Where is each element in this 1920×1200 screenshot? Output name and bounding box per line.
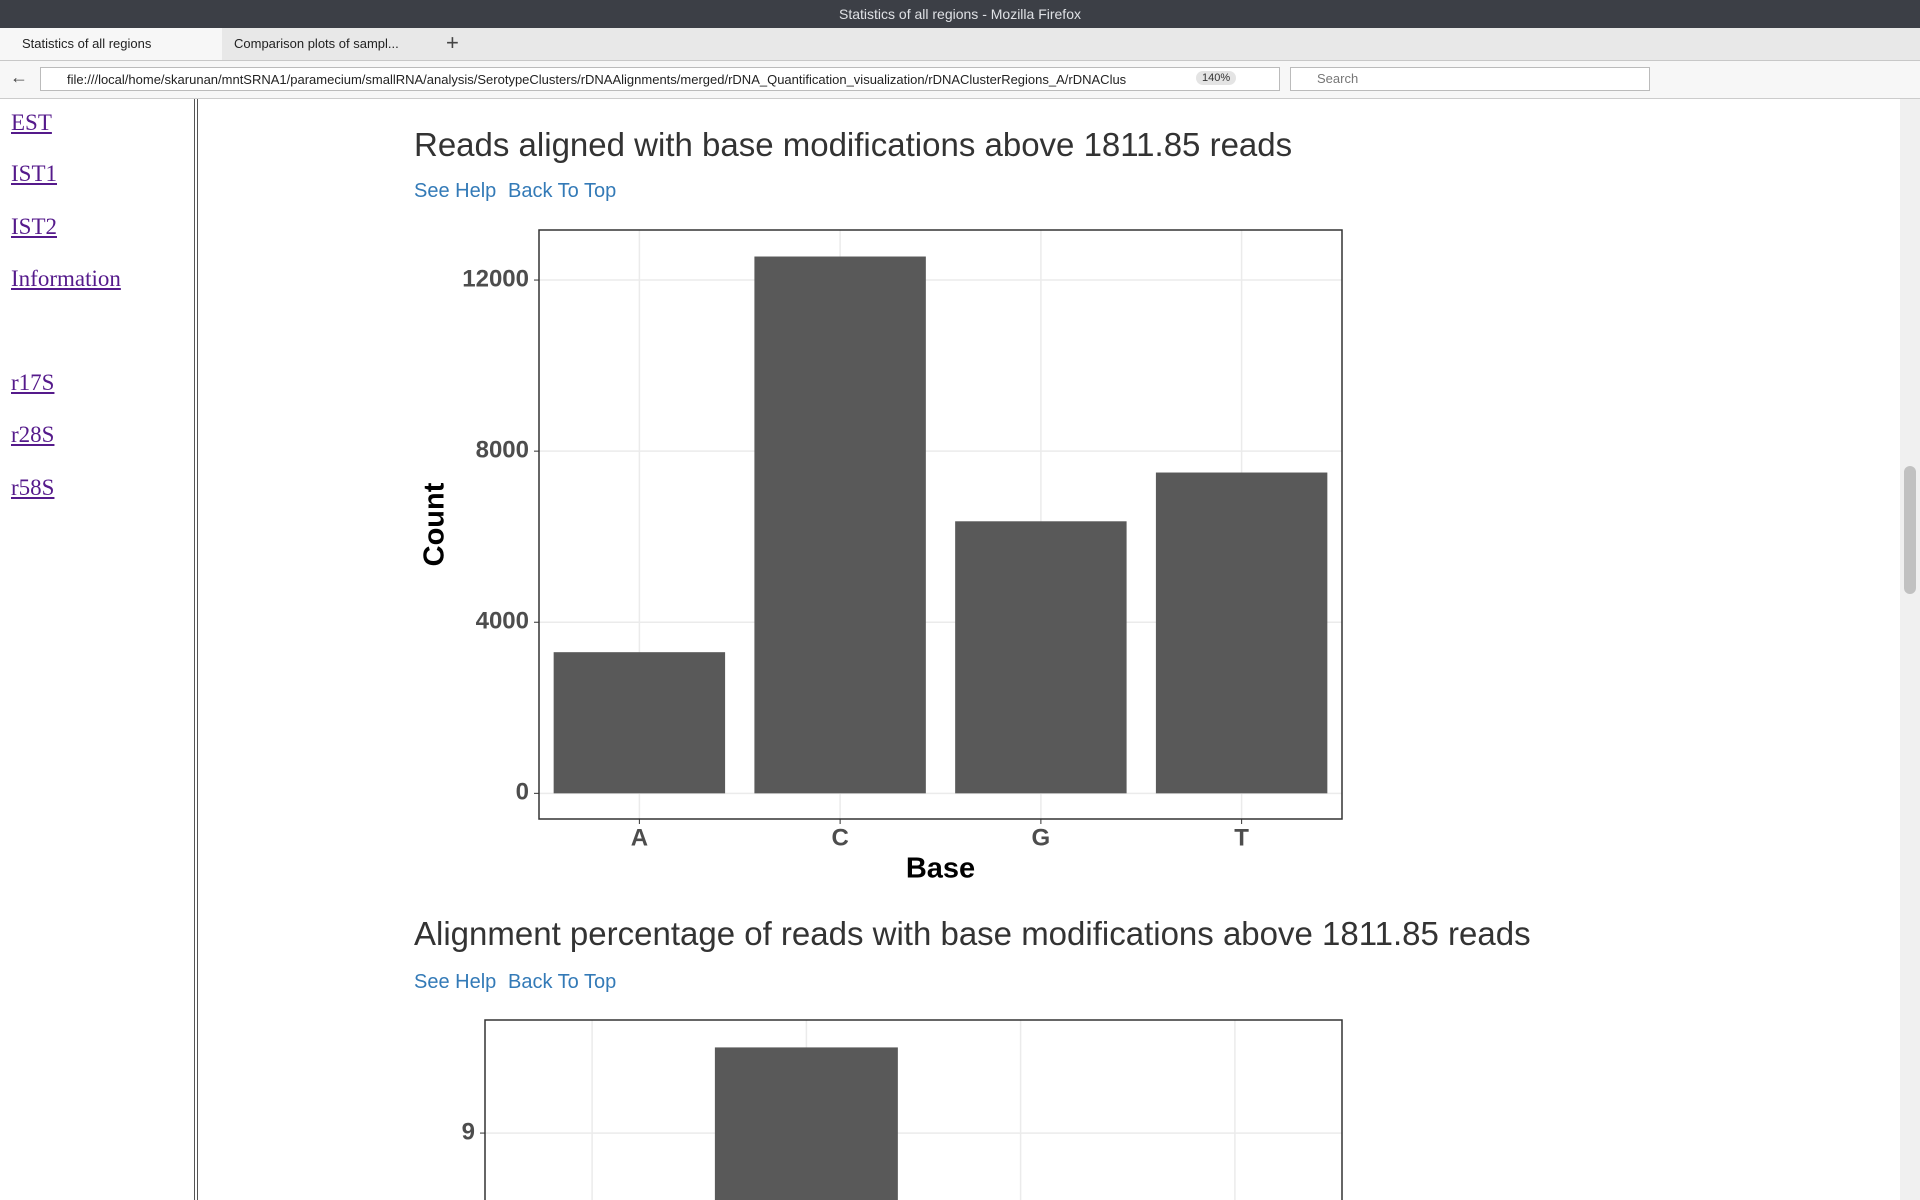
bar [553,652,726,794]
bar [1155,472,1328,794]
y-tick-label: 4000 [476,608,529,635]
sidebar-link[interactable]: r28S [11,422,55,447]
plot-border [484,1019,1343,1200]
sidebar-link[interactable]: IST2 [11,214,57,239]
new-tab-button[interactable]: + [446,30,459,55]
x-tick-label: C [831,824,848,851]
zoom-indicator[interactable]: 140% [1196,71,1237,85]
help-link[interactable]: See Help [414,971,497,993]
bar [754,256,926,794]
y-axis-label: Count [419,482,451,566]
sidebar-link[interactable]: Information [11,266,121,291]
back-button[interactable]: ← [10,67,28,87]
y-tick-label: 8000 [476,436,529,463]
window-title: Statistics of all regions - Mozilla Fire… [0,0,1920,28]
top-link[interactable]: Back To Top [508,180,617,202]
x-tick-label: G [1032,824,1051,851]
x-tick-label: A [631,824,648,851]
sidebar-link[interactable]: r17S [11,370,55,395]
sidebar-link[interactable]: IST1 [11,161,57,186]
sidebar [0,99,198,1200]
y-tick-label: 0 [516,779,529,806]
y-tick-label: 12000 [462,265,529,292]
section-title: Alignment percentage of reads with base … [414,915,1531,952]
y-tick-label: 9 [462,1118,475,1145]
plot-border [538,229,1343,820]
scrollbar [1900,99,1920,1200]
search-box[interactable]: Search [1290,67,1650,91]
bar [955,521,1127,794]
sidebar-link[interactable]: r58S [11,475,55,500]
sidebar-link[interactable]: EST [11,110,52,135]
nav-bar: ← file:///local/home/skarunan/mntSRNA1/p… [0,61,1920,99]
bar [714,1047,898,1200]
x-axis-label: Base [906,853,975,885]
url-bar[interactable]: file:///local/home/skarunan/mntSRNA1/par… [40,67,1280,91]
tab-bar: Statistics of all regions Comparison plo… [0,28,1920,61]
tab[interactable]: Statistics of all regions [0,28,222,60]
section-title: Reads aligned with base modifications ab… [414,126,1293,163]
scrollbar-thumb[interactable] [1904,466,1916,594]
plot-background [485,1020,1342,1200]
help-link[interactable]: See Help [414,180,497,202]
top-link[interactable]: Back To Top [508,971,617,993]
tab[interactable]: Comparison plots of sampl... [234,36,399,51]
x-tick-label: T [1234,824,1249,851]
